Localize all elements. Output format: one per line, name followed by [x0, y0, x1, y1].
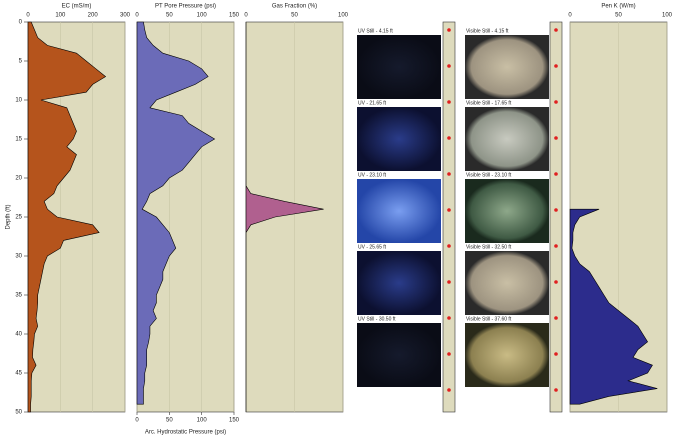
marker-dot [554, 136, 558, 140]
depth-axis-title: Depth (ft) [6, 204, 12, 229]
marker-dot [447, 64, 451, 68]
x-tick-label: 0 [568, 13, 572, 19]
marker-dot [554, 316, 558, 320]
y-tick-label: 10 [15, 98, 22, 104]
marker-dot [554, 244, 558, 248]
marker-dot [554, 388, 558, 392]
image-still [357, 35, 441, 99]
marker-dot [447, 28, 451, 32]
x-tick-label: 150 [229, 13, 240, 19]
marker-dot [447, 136, 451, 140]
x-tick-label: 100 [662, 13, 673, 19]
y-tick-label: 40 [15, 332, 22, 338]
image-still [357, 107, 441, 171]
x-tick-label: 0 [26, 13, 30, 19]
x-tick-label: 50 [291, 13, 298, 19]
strip [442, 21, 456, 413]
image-label: Visible Still - 32.50 ft [466, 244, 512, 250]
image-still [465, 107, 549, 171]
y-tick-label: 0 [19, 20, 23, 26]
area-curve [27, 21, 107, 413]
track-title: EC (mS/m) [62, 4, 92, 10]
strip [549, 21, 563, 413]
x-tick-label: 50 [615, 13, 622, 19]
x-tick-label: 0 [135, 13, 139, 19]
image-still [357, 323, 441, 387]
area-curve [569, 208, 658, 405]
image-still [357, 251, 441, 315]
image-label: UV - 23.10 ft [358, 172, 387, 178]
image-still [465, 179, 549, 243]
marker-dot [447, 208, 451, 212]
marker-dot [447, 244, 451, 248]
bottom-tick-label: 150 [229, 418, 240, 424]
x-tick-label: 50 [166, 13, 173, 19]
marker-dot [554, 352, 558, 356]
track-title: PT Pore Pressure (psi) [155, 4, 216, 10]
image-still [465, 251, 549, 315]
area-curve [136, 21, 216, 405]
image-column: UV Still - 4.15 ft UV - 21.65 ft UV - 23.1… [357, 21, 563, 413]
marker-dot [447, 316, 451, 320]
marker-dot [447, 352, 451, 356]
y-tick-label: 15 [15, 137, 22, 143]
marker-dot [554, 100, 558, 104]
x-tick-label: 0 [244, 13, 248, 19]
y-tick-label: 25 [15, 215, 22, 221]
x-tick-label: 100 [197, 13, 208, 19]
marker-dot [447, 388, 451, 392]
image-still [465, 35, 549, 99]
marker-dot [447, 172, 451, 176]
bottom-tick-label: 50 [166, 418, 173, 424]
y-tick-label: 50 [15, 410, 22, 416]
x-tick-label: 300 [120, 13, 131, 19]
y-tick-label: 45 [15, 371, 22, 377]
image-label: Visible Still - 23.10 ft [466, 172, 512, 178]
y-tick-label: 5 [19, 59, 23, 65]
marker-dot [554, 64, 558, 68]
image-label: UV - 21.65 ft [358, 100, 387, 106]
track-title: Pen K (W/m) [601, 4, 635, 10]
area-curve [245, 22, 324, 412]
marker-dot [447, 100, 451, 104]
marker-dot [554, 280, 558, 284]
x-tick-label: 100 [338, 13, 349, 19]
image-label: Visible Still - 4.15 ft [466, 28, 509, 34]
x-tick-label: 100 [55, 13, 66, 19]
image-label: Visible Still - 37.60 ft [466, 316, 512, 322]
y-tick-label: 20 [15, 176, 22, 182]
marker-dot [554, 208, 558, 212]
track-title: Gas Fraction (%) [272, 4, 317, 10]
bottom-tick-label: 0 [135, 418, 139, 424]
image-still [465, 323, 549, 387]
bottom-tick-label: 100 [197, 418, 208, 424]
marker-dot [554, 172, 558, 176]
y-tick-label: 35 [15, 293, 22, 299]
image-label: UV Still - 30.50 ft [358, 316, 396, 322]
x-tick-label: 200 [88, 13, 99, 19]
image-label: UV - 25.65 ft [358, 244, 387, 250]
image-label: UV Still - 4.15 ft [358, 28, 393, 34]
y-tick-label: 30 [15, 254, 22, 260]
image-still [357, 179, 441, 243]
image-label: Visible Still - 17.65 ft [466, 100, 512, 106]
bottom-axis-title: Arc. Hydrostatic Pressure (psi) [145, 430, 226, 436]
marker-dot [554, 28, 558, 32]
marker-dot [447, 280, 451, 284]
